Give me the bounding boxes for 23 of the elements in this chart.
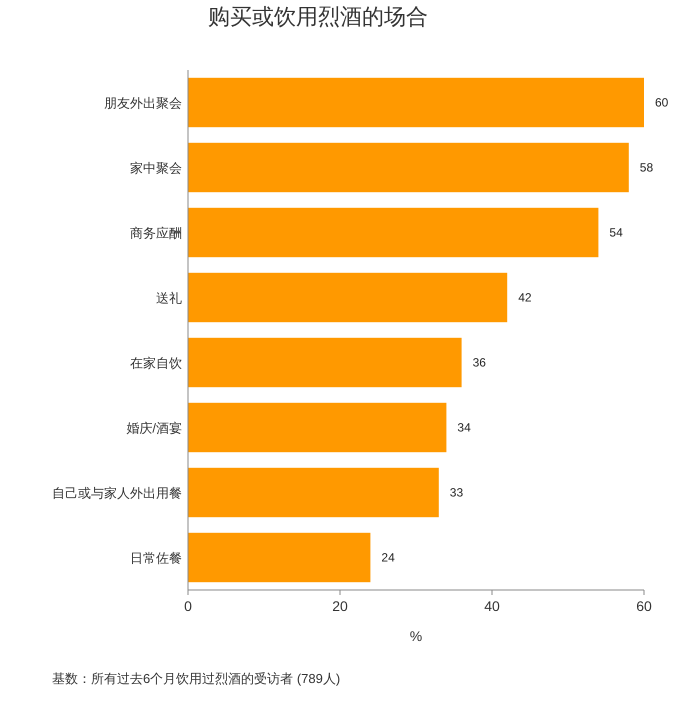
data-label: 24: [381, 550, 396, 564]
x-tick-label: 60: [636, 598, 652, 614]
data-label: 33: [450, 486, 464, 500]
y-tick-label: 商务应酬: [130, 226, 182, 240]
data-label: 60: [655, 96, 669, 110]
y-tick-label: 朋友外出聚会: [104, 96, 182, 110]
data-label: 54: [609, 226, 624, 240]
y-tick-label: 婚庆/酒宴: [126, 420, 182, 436]
y-tick-label: 日常佐餐: [130, 550, 182, 566]
y-tick-label: 自己或与家人外出用餐: [52, 486, 182, 500]
data-label: 34: [457, 420, 472, 434]
x-tick-label: 0: [184, 598, 192, 614]
data-label: 42: [518, 290, 532, 304]
chart-title: 购买或饮用烈酒的场合: [208, 4, 428, 29]
x-axis-title: %: [410, 628, 422, 644]
x-tick-label: 40: [484, 598, 500, 614]
y-tick-label: 送礼: [156, 290, 182, 306]
y-tick-label: 在家自饮: [130, 356, 182, 370]
x-tick-label: 20: [332, 598, 348, 614]
text: 基数：所有过去6个月饮用过烈酒的受访者 (789人): [52, 671, 340, 686]
data-label: 36: [472, 356, 486, 370]
y-tick-label: 家中聚会: [130, 160, 182, 176]
data-label: 58: [640, 160, 654, 174]
